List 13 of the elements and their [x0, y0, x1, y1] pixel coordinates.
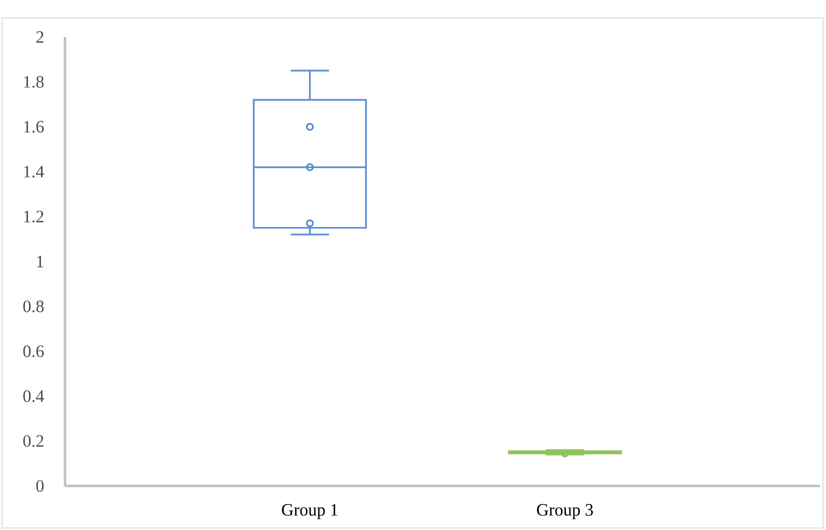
x-tick-label: Group 1 — [282, 504, 338, 520]
y-tick-label: 0.2 — [23, 435, 44, 447]
x-tick-label: Group 3 — [537, 504, 593, 520]
y-tick-label: 0.4 — [23, 390, 44, 402]
y-tick-label: 1.6 — [24, 120, 44, 133]
y-tick-label: 1.4 — [24, 166, 44, 178]
y-tick-label: 0 — [36, 480, 44, 492]
y-tick-label: 1.2 — [24, 210, 44, 222]
y-tick-label: 0.6 — [23, 345, 44, 358]
y-tick-label: 2 — [36, 31, 44, 43]
y-tick-label: 1 — [37, 256, 44, 268]
y-tick-label: 1.8 — [24, 76, 44, 88]
y-tick-label: 0.8 — [23, 300, 44, 312]
